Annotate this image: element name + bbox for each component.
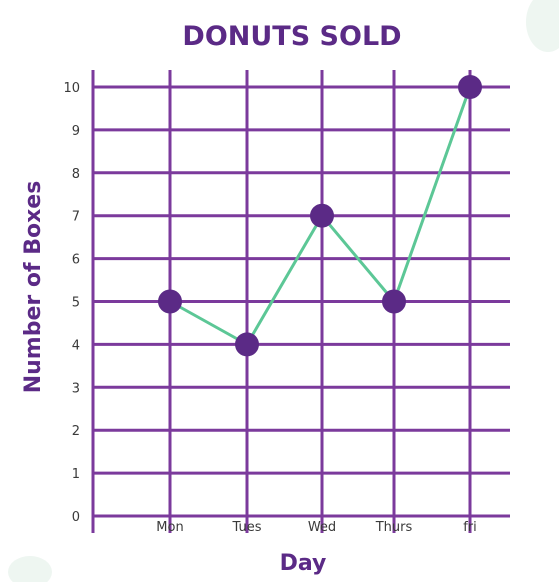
y-tick-label: 6 (72, 253, 80, 268)
x-tick-label: Thurs (375, 520, 413, 535)
x-tick-label: fri (463, 520, 477, 535)
data-point (458, 75, 482, 99)
y-tick-label: 4 (72, 338, 80, 353)
y-tick-label: 9 (72, 124, 80, 139)
chart-title: DONUTS SOLD (182, 21, 401, 52)
y-tick-label: 7 (72, 210, 80, 225)
y-tick-label: 1 (72, 467, 80, 482)
x-tick-label: Tues (232, 520, 262, 535)
y-tick-label: 10 (63, 81, 80, 96)
grid (91, 70, 510, 533)
data-point (235, 332, 259, 357)
y-tick-label: 3 (72, 381, 80, 396)
x-tick-label: Wed (308, 520, 336, 535)
x-axis-label: Day (280, 551, 327, 576)
y-tick-label: 2 (72, 424, 80, 439)
y-tick-label: 5 (72, 296, 80, 311)
x-tick-label: Mon (156, 520, 183, 535)
series (158, 75, 482, 357)
y-tick-label: 0 (72, 510, 80, 525)
data-point (382, 289, 406, 314)
decorative-blob-bottom-left (8, 556, 52, 582)
decorative-blob-top-right (526, 0, 559, 52)
data-point (158, 289, 182, 314)
data-point (310, 203, 334, 228)
y-axis-ticks: 0 1 2 3 4 5 6 7 8 9 10 (63, 81, 80, 525)
x-axis-ticks: Mon Tues Wed Thurs fri (156, 520, 476, 535)
y-tick-label: 8 (72, 167, 80, 182)
y-axis-label: Number of Boxes (21, 181, 46, 394)
